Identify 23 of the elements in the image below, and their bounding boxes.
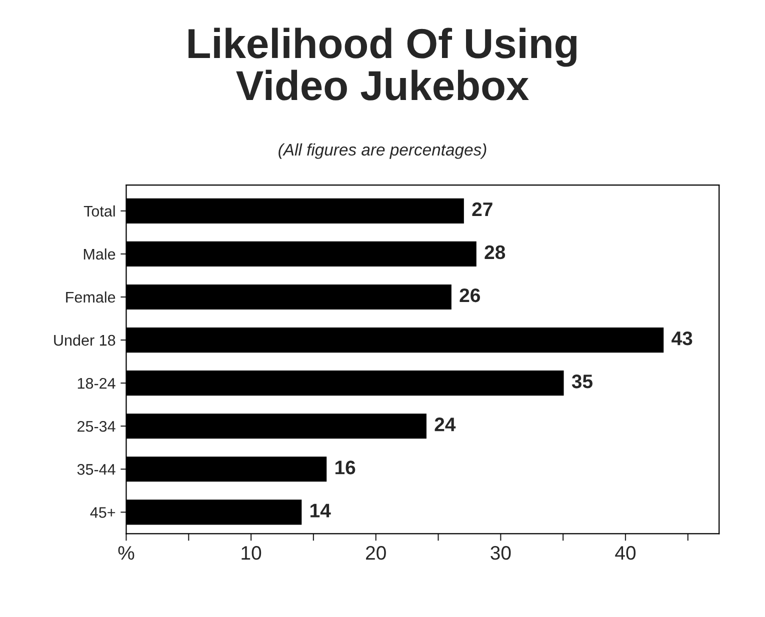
data-label: 26 — [460, 288, 480, 302]
x-tick-label: % — [118, 546, 134, 560]
y-tick-label: Total — [84, 205, 115, 217]
y-tick-label: Male — [84, 248, 116, 260]
x-tick-label: 10 — [242, 546, 262, 560]
chart-subtitle: (All figures are percentages) — [278, 143, 486, 159]
data-label: 43 — [672, 331, 692, 346]
y-tick-label: Female — [66, 291, 116, 303]
data-label: 27 — [472, 202, 492, 216]
x-tick-label: 20 — [366, 546, 386, 560]
y-tick-label: 45+ — [90, 507, 116, 518]
data-label: 14 — [310, 504, 331, 518]
y-tick-label: 18-24 — [78, 378, 116, 389]
x-tick-label: 40 — [615, 546, 636, 560]
y-tick-label: Under 18 — [54, 334, 116, 346]
data-label: 16 — [335, 460, 356, 474]
data-label: 28 — [484, 245, 506, 260]
y-tick-label: 35-44 — [77, 464, 116, 475]
data-label: 35 — [572, 374, 592, 388]
y-tick-label: 25-34 — [78, 420, 116, 432]
x-tick-label: 30 — [490, 546, 511, 560]
chart-title: Likelihood Of Using Video Jukebox — [188, 28, 576, 100]
data-label: 24 — [434, 418, 456, 432]
